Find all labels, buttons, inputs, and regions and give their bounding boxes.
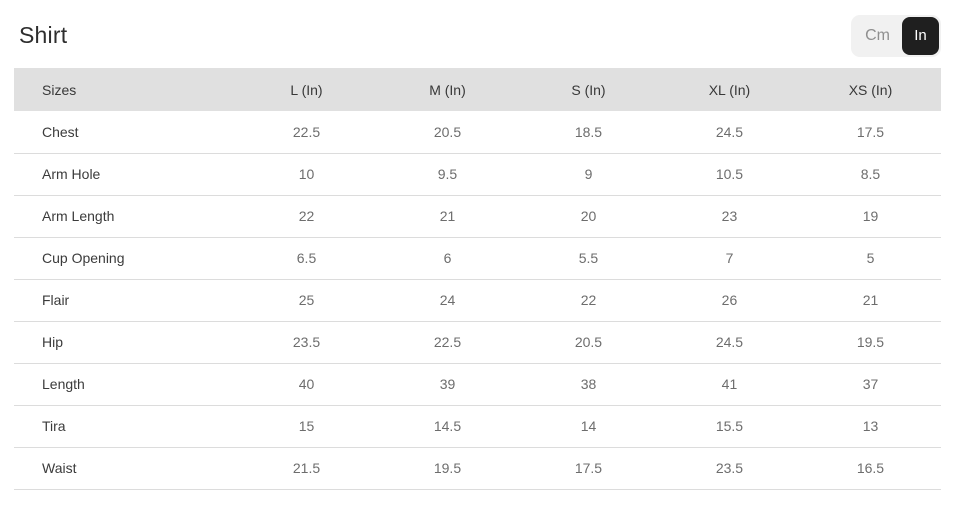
measurement-value: 14.5 [377,405,518,448]
measurement-value: 15 [236,405,377,448]
measurement-value: 15.5 [658,405,800,448]
measurement-value: 24.5 [658,321,800,364]
measurement-value: 21 [799,279,941,322]
measurement-value: 7 [658,237,800,280]
table-header-row: Sizes L (In) M (In) S (In) XL (In) XS (In) [14,68,941,111]
measurement-value: 23 [658,195,800,238]
measurement-value: 41 [658,363,800,406]
measurement-value: 23.5 [236,321,377,364]
measurement-value: 6 [377,237,518,280]
measurement-value: 24 [377,279,518,322]
measurement-value: 16.5 [799,447,941,490]
measurement-value: 19.5 [799,321,941,364]
measurement-value: 14 [517,405,659,448]
measurement-value: 23.5 [658,447,800,490]
measurement-value: 8.5 [799,153,941,196]
row-label: Chest [14,111,237,154]
unit-toggle-option-in[interactable]: In [902,16,939,55]
measurement-value: 22 [236,195,377,238]
page-title: Shirt [19,22,68,48]
row-label: Flair [14,279,237,322]
row-label: Arm Hole [14,153,237,196]
measurement-value: 5 [799,237,941,280]
row-label: Waist [14,447,237,490]
measurement-value: 22 [517,279,659,322]
measurement-value: 25 [236,279,377,322]
column-header-l: L (In) [236,68,377,111]
row-label: Cup Opening [14,237,237,280]
measurement-value: 22.5 [236,111,377,154]
measurement-value: 24.5 [658,111,800,154]
measurement-value: 18.5 [517,111,659,154]
measurement-value: 9 [517,153,659,196]
measurement-value: 10.5 [658,153,800,196]
measurement-value: 6.5 [236,237,377,280]
measurement-value: 20.5 [517,321,659,364]
table-row: Tira 15 14.5 14 15.5 13 [14,405,941,448]
measurement-value: 5.5 [517,237,659,280]
measurement-value: 10 [236,153,377,196]
measurement-value: 19.5 [377,447,518,490]
column-header-xs: XS (In) [799,68,941,111]
table-row: Cup Opening 6.5 6 5.5 7 5 [14,237,941,280]
table-row: Chest 22.5 20.5 18.5 24.5 17.5 [14,111,941,154]
column-header-sizes: Sizes [14,68,237,111]
unit-toggle: Cm In [851,14,941,57]
table-row: Flair 25 24 22 26 21 [14,279,941,322]
measurement-value: 40 [236,363,377,406]
measurement-value: 9.5 [377,153,518,196]
column-header-m: M (In) [377,68,518,111]
measurement-value: 17.5 [799,111,941,154]
row-label: Hip [14,321,237,364]
table-row: Arm Length 22 21 20 23 19 [14,195,941,238]
measurement-value: 13 [799,405,941,448]
measurement-value: 39 [377,363,518,406]
table-row: Waist 21.5 19.5 17.5 23.5 16.5 [14,447,941,490]
table-row: Hip 23.5 22.5 20.5 24.5 19.5 [14,321,941,364]
measurement-value: 38 [517,363,659,406]
measurement-value: 21.5 [236,447,377,490]
header-bar: Shirt Cm In [14,14,941,57]
row-label: Arm Length [14,195,237,238]
row-label: Length [14,363,237,406]
measurement-value: 19 [799,195,941,238]
table-row: Length 40 39 38 41 37 [14,363,941,406]
measurement-value: 21 [377,195,518,238]
size-chart-table: Sizes L (In) M (In) S (In) XL (In) XS (In) Ch… [14,68,941,490]
unit-toggle-option-cm[interactable]: Cm [853,17,902,55]
measurement-value: 17.5 [517,447,659,490]
measurement-value: 20 [517,195,659,238]
measurement-value: 20.5 [377,111,518,154]
column-header-s: S (In) [517,68,659,111]
measurement-value: 37 [799,363,941,406]
measurement-value: 22.5 [377,321,518,364]
table-row: Arm Hole 10 9.5 9 10.5 8.5 [14,153,941,196]
column-header-xl: XL (In) [658,68,800,111]
row-label: Tira [14,405,237,448]
measurement-value: 26 [658,279,800,322]
